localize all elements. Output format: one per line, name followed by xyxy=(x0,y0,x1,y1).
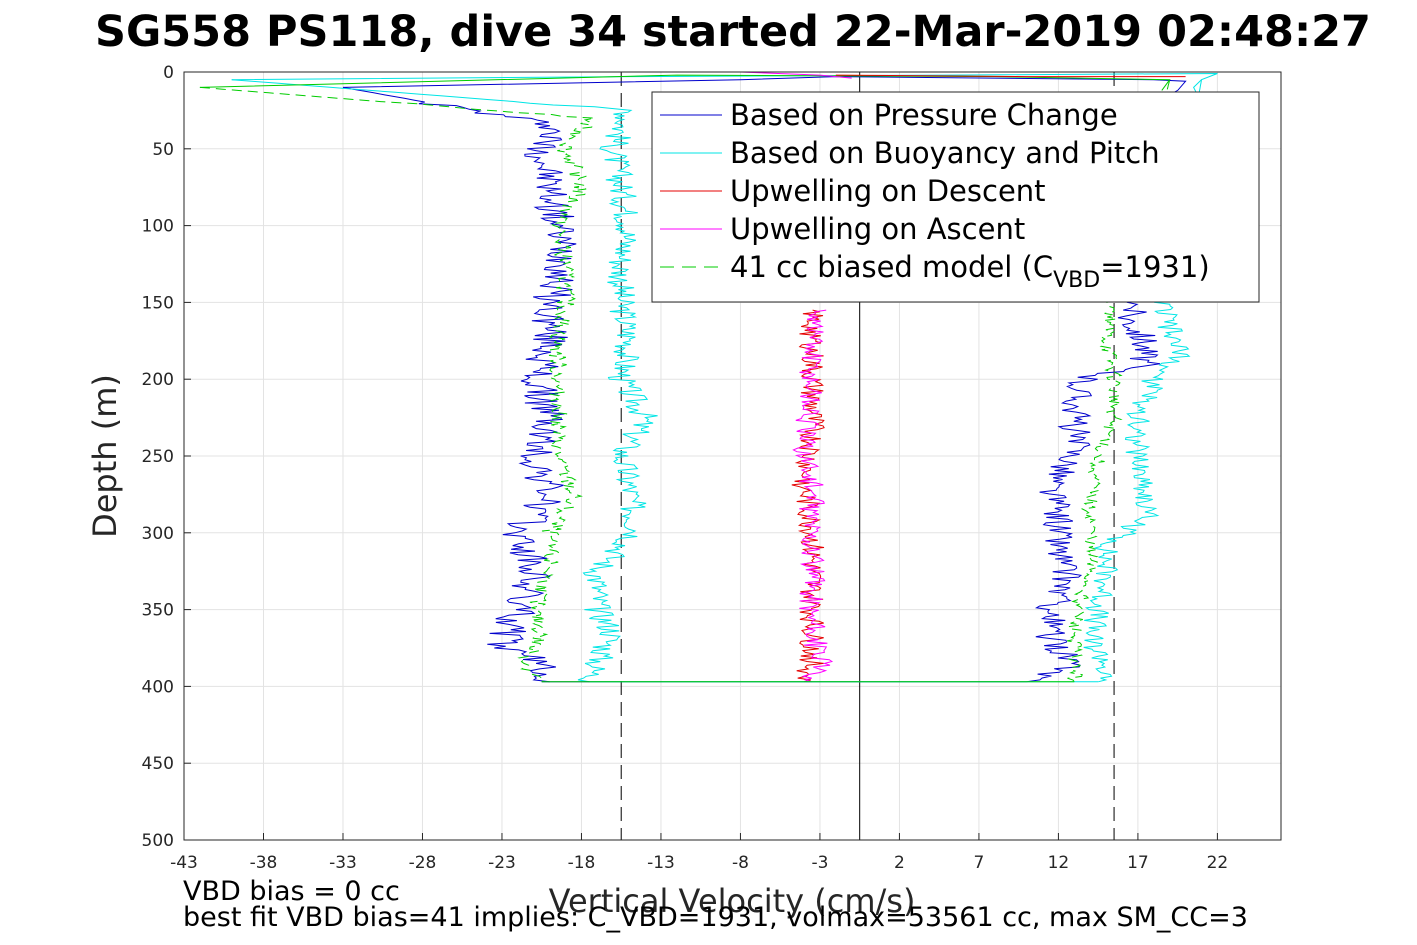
legend-label: Upwelling on Descent xyxy=(730,174,1046,208)
x-tick-label: 12 xyxy=(1048,853,1070,873)
series-line xyxy=(199,86,595,683)
x-tick-label: -28 xyxy=(409,853,437,873)
y-tick-label: 450 xyxy=(142,754,174,774)
series-line xyxy=(1065,79,1171,683)
y-tick-label: 50 xyxy=(152,140,174,160)
series-line xyxy=(231,79,658,683)
surface-spike xyxy=(835,74,1186,78)
footer-best-fit: best fit VBD bias=41 implies: C_VBD=1931… xyxy=(183,902,1248,933)
legend-entry: Based on Buoyancy and Pitch xyxy=(660,136,1160,170)
x-tick-label: -18 xyxy=(568,853,596,873)
x-tick-label: -8 xyxy=(732,853,749,873)
legend-entry: Based on Pressure Change xyxy=(660,98,1118,132)
legend: Based on Pressure Change Based on Buoyanc… xyxy=(651,91,1260,303)
x-axis-label: Vertical Velocity (cm/s) xyxy=(549,882,916,920)
y-tick-label: 200 xyxy=(142,370,174,390)
surface-spike xyxy=(740,71,852,79)
series-line xyxy=(342,86,577,683)
legend-label-tail: =1931) xyxy=(1100,250,1209,284)
footer-vbd-bias: VBD bias = 0 cc xyxy=(183,876,400,907)
x-tick-label: -33 xyxy=(329,853,357,873)
legend-label-subscript: VBD xyxy=(1053,268,1100,293)
legend-box xyxy=(651,91,1260,303)
x-tick-label: -43 xyxy=(170,853,198,873)
legend-label: Based on Buoyancy and Pitch xyxy=(730,136,1160,170)
y-tick-label: 150 xyxy=(142,293,174,313)
y-tick-label: 350 xyxy=(142,601,174,621)
y-tick-label: 0 xyxy=(163,63,174,83)
legend-label: Based on Pressure Change xyxy=(730,98,1118,132)
x-tick-label: -13 xyxy=(647,853,675,873)
y-tick-label: 300 xyxy=(142,524,174,544)
y-tick-label: 400 xyxy=(142,677,174,697)
y-tick-label: 100 xyxy=(142,217,174,237)
x-tick-label: -38 xyxy=(250,853,278,873)
y-tick-label: 250 xyxy=(142,447,174,467)
series-line xyxy=(792,309,834,683)
legend-entry: Upwelling on Descent xyxy=(660,174,1046,208)
chart-title: SG558 PS118, dive 34 started 22-Mar-2019… xyxy=(95,7,1371,57)
legend-label: 41 cc biased model (CVBD=1931) xyxy=(730,250,1210,293)
legend-entry: Upwelling on Ascent xyxy=(660,212,1025,246)
x-tick-label: 2 xyxy=(894,853,905,873)
x-tick-label: 7 xyxy=(974,853,985,873)
legend-entry: 41 cc biased model (CVBD=1931) xyxy=(660,250,1210,293)
legend-label-main: 41 cc biased model (C xyxy=(730,250,1053,284)
y-tick-label: 500 xyxy=(142,831,174,851)
x-tick-label: 22 xyxy=(1207,853,1229,873)
y-axis-label: Depth (m) xyxy=(86,374,124,538)
axis-ticks: -43 -38 -33 -28 -23 -18 -13 -8 -3 2 7 12 17 22 0 50 100 1… xyxy=(142,63,1229,873)
x-tick-label: 17 xyxy=(1127,853,1149,873)
legend-label: Upwelling on Ascent xyxy=(730,212,1025,246)
x-tick-label: -3 xyxy=(811,853,828,873)
x-tick-label: -23 xyxy=(488,853,516,873)
series-line xyxy=(791,309,825,683)
